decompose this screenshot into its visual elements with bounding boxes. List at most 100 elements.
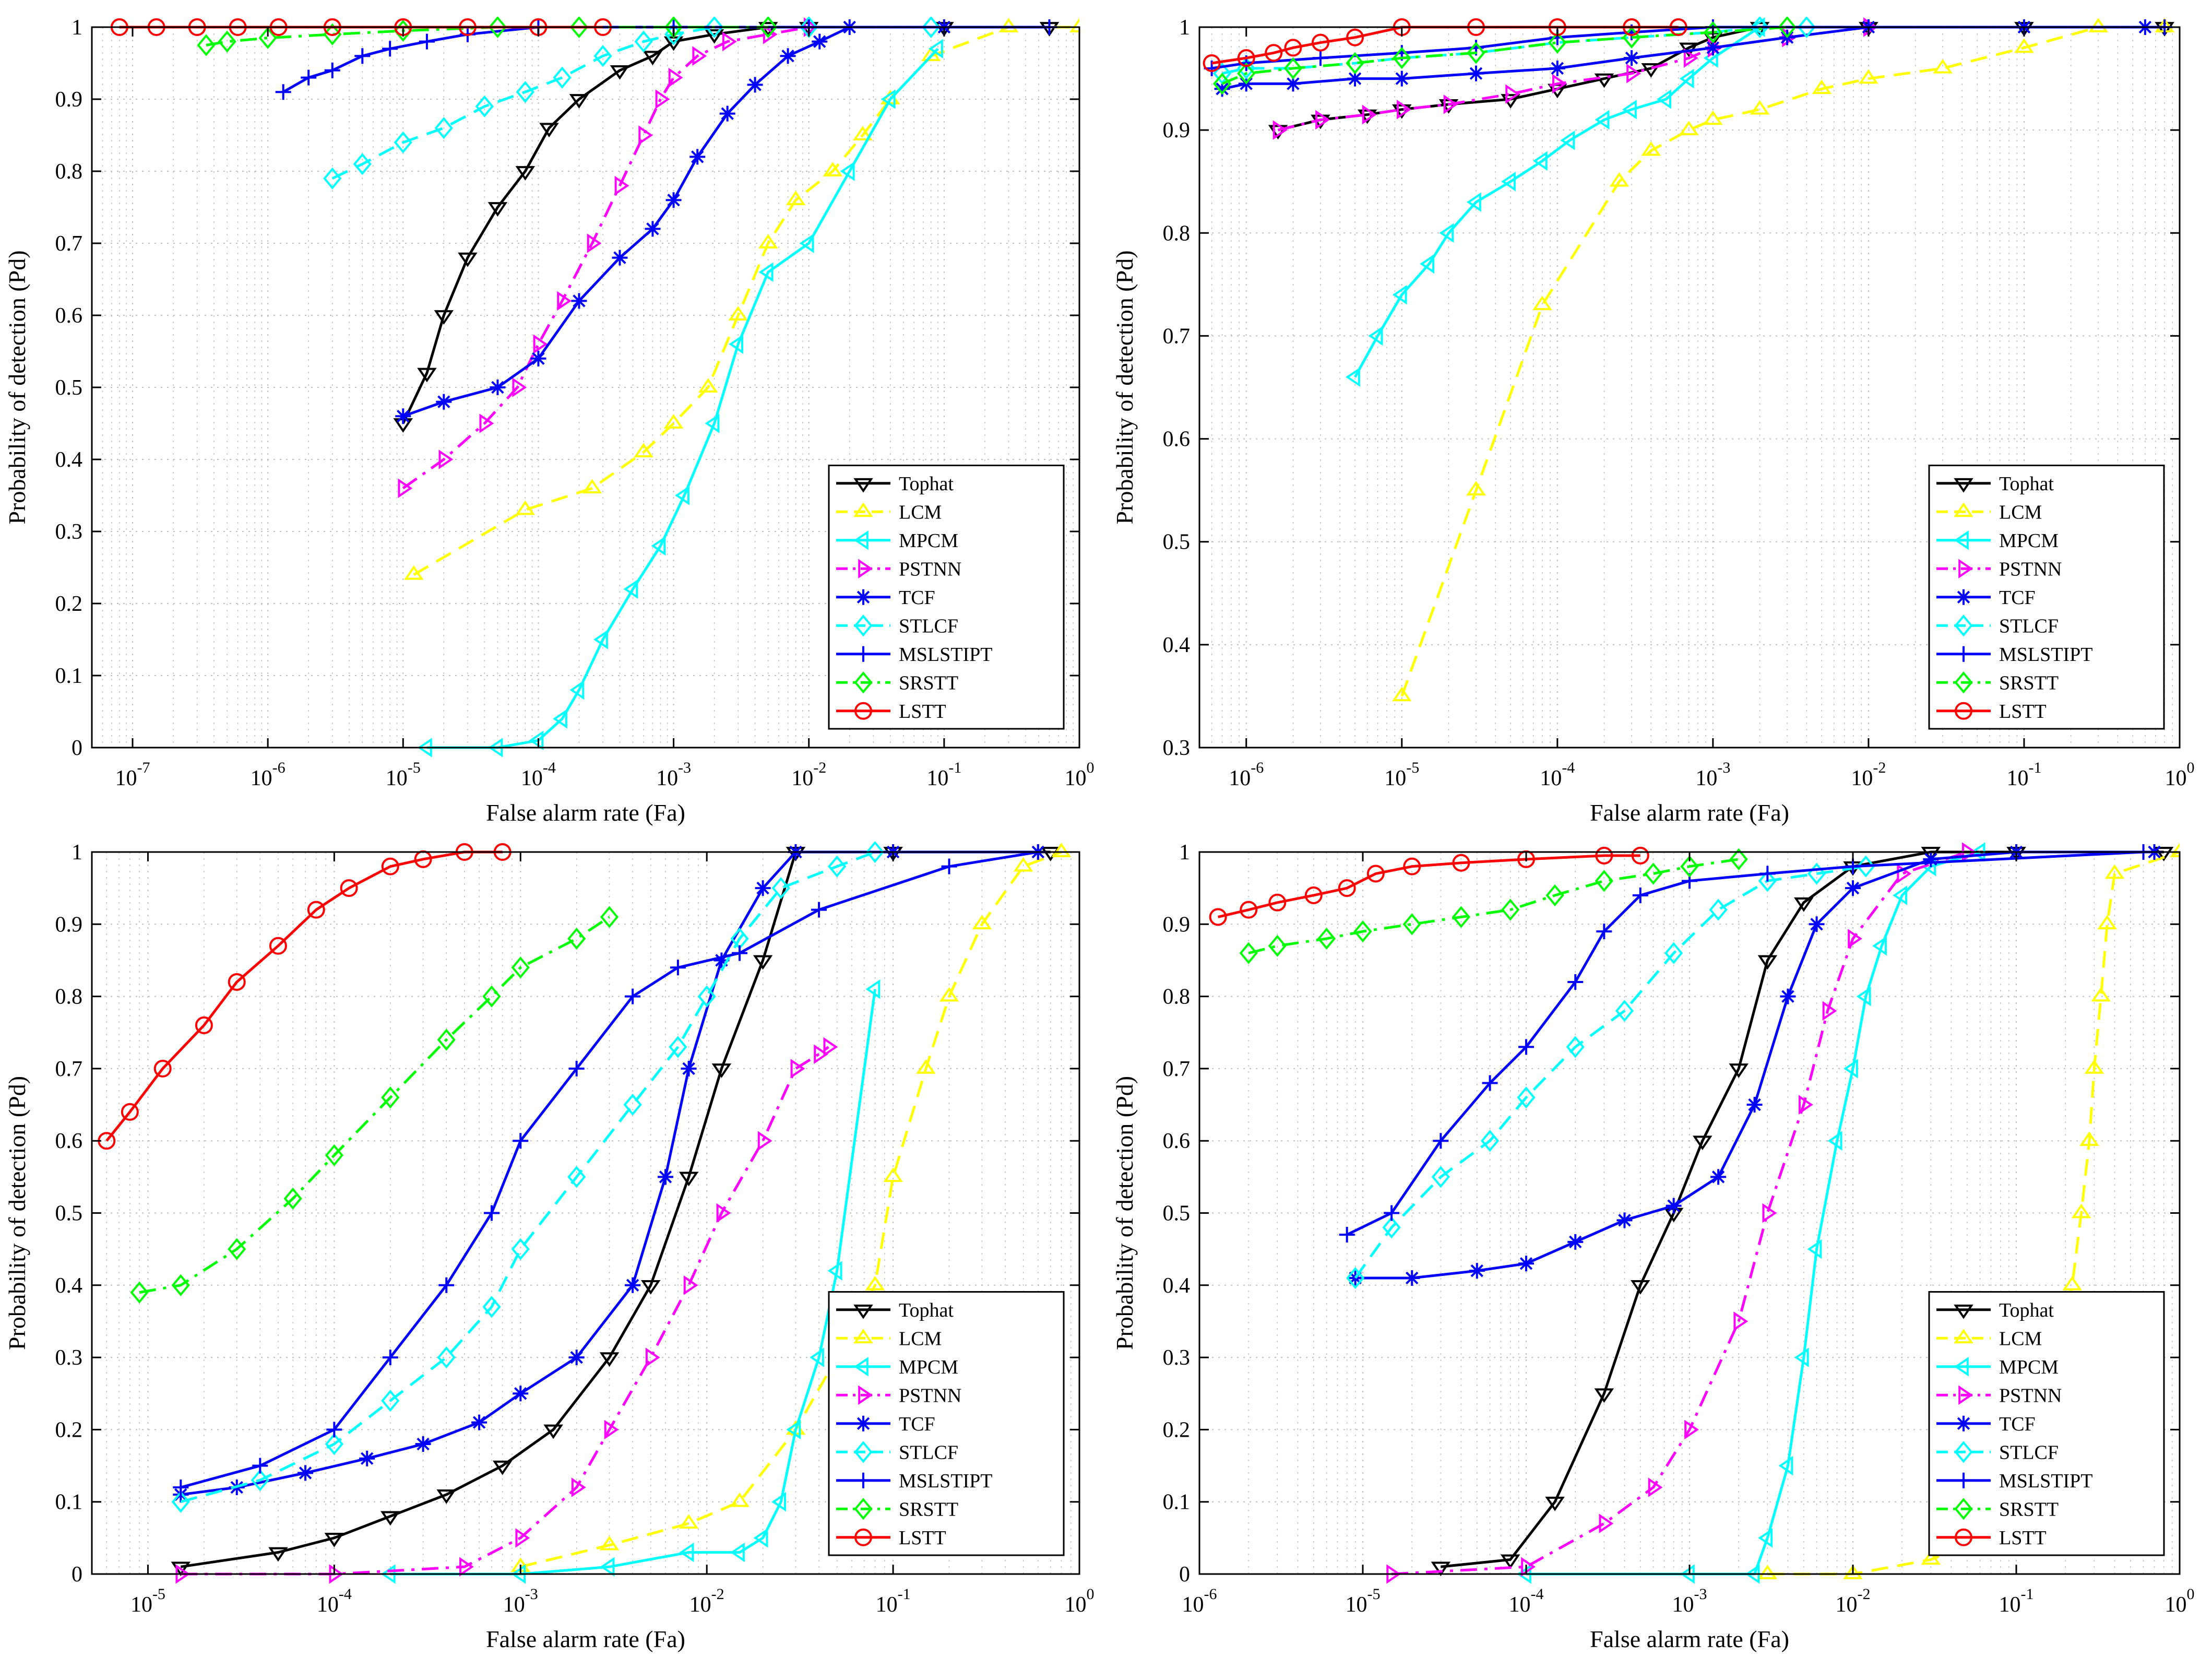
data-point-lstt: [1265, 44, 1283, 62]
data-point-srstt: [323, 23, 342, 45]
data-point-lcm: [2091, 987, 2111, 1002]
data-point-tophat: [1594, 1388, 1614, 1403]
y-tick-label: 0.5: [1163, 1202, 1191, 1226]
x-tick-base: 10: [521, 766, 543, 790]
legend-marker-lstt: [854, 1528, 873, 1546]
y-tick-label: 0.8: [55, 160, 83, 184]
x-tick-label: 10-7: [115, 759, 150, 790]
data-point-pstnn: [1521, 1557, 1536, 1577]
legend-label-srstt: SRSTT: [899, 1498, 958, 1520]
legend-label-srstt: SRSTT: [899, 672, 958, 694]
data-point-mpcm: [810, 1347, 824, 1367]
data-point-tophat: [1594, 73, 1614, 88]
x-tick-exponent: -1: [2028, 759, 2041, 776]
y-tick-label: 0.7: [55, 232, 83, 256]
data-point-srstt: [130, 1281, 149, 1304]
data-point-tcf: [1567, 1234, 1584, 1250]
data-point-tcf: [530, 350, 546, 366]
x-tick-label: 10-4: [1540, 759, 1575, 790]
data-point-mpcm: [1893, 885, 1908, 905]
x-tick-label: 10-1: [1999, 1586, 2034, 1617]
data-point-mpcm: [623, 579, 638, 599]
data-point-tcf: [1710, 1169, 1727, 1185]
y-tick-label: 0.7: [55, 1057, 83, 1081]
data-point-pstnn: [533, 334, 548, 354]
data-point-tophat: [711, 1063, 732, 1078]
data-point-pstnn: [438, 449, 454, 469]
data-point-mslstipt: [811, 902, 827, 918]
data-point-stlcf: [437, 1346, 456, 1369]
y-tick-label: 0.8: [1163, 221, 1191, 245]
data-point-stlcf: [828, 855, 847, 878]
y-tick-label: 0.8: [55, 985, 83, 1009]
x-tick-exponent: -2: [711, 1586, 724, 1603]
data-point-pstnn: [515, 1528, 530, 1548]
x-tick-exponent: 0: [1087, 1586, 1095, 1603]
y-tick-label: 0.5: [55, 1202, 83, 1226]
data-point-mpcm: [569, 680, 585, 700]
x-tick-base: 10: [1065, 766, 1087, 790]
data-point-tcf: [665, 192, 682, 208]
legend-marker-lstt: [1954, 1528, 1973, 1546]
data-point-tcf: [612, 250, 628, 266]
data-point-mpcm: [705, 413, 720, 433]
data-point-lcm: [2062, 1275, 2082, 1291]
data-point-lcm: [1750, 100, 1770, 115]
data-point-stlcf: [1346, 1267, 1365, 1290]
data-point-mslstipt: [1384, 1205, 1400, 1221]
data-point-stlcf: [1857, 855, 1875, 878]
legend-marker-mpcm: [1954, 530, 1969, 550]
x-tick-exponent: -5: [1367, 1586, 1381, 1603]
data-point-mpcm: [1420, 254, 1435, 274]
data-point-mpcm: [1595, 110, 1610, 130]
series-line-stlcf: [1222, 26, 1807, 75]
x-tick-exponent: -4: [543, 759, 556, 776]
x-tick-base: 10: [656, 766, 678, 790]
data-point-mslstipt: [1312, 50, 1328, 66]
data-point-tcf: [513, 1386, 529, 1402]
legend-label-pstnn: PSTNN: [1999, 558, 2062, 580]
y-tick-label: 0.6: [1163, 1129, 1191, 1153]
data-point-lcm: [1392, 687, 1412, 702]
y-tick-label: 0.2: [55, 1418, 83, 1442]
legend-marker-tcf: [1956, 1415, 1971, 1432]
series-line-lcm: [1400, 26, 2165, 697]
legend-marker-tcf: [855, 1415, 871, 1432]
data-point-mpcm: [651, 536, 666, 556]
data-point-stlcf: [623, 1093, 642, 1116]
data-point-mslstipt: [438, 1277, 455, 1293]
legend-label-lstt: LSTT: [899, 1527, 946, 1549]
data-point-lcm: [883, 1167, 903, 1182]
data-point-stlcf: [325, 1433, 343, 1456]
x-tick-exponent: 0: [1087, 759, 1095, 776]
data-point-stlcf: [1797, 17, 1816, 39]
x-tick-exponent: -2: [1873, 759, 1886, 776]
legend-label-tophat: Tophat: [899, 473, 954, 495]
legend-label-mpcm: MPCM: [899, 1356, 958, 1378]
data-point-tcf: [1394, 70, 1410, 87]
data-point-lcm: [1757, 1565, 1778, 1579]
data-point-mslstipt: [275, 84, 291, 100]
data-point-tcf: [1780, 988, 1796, 1004]
data-point-mpcm: [840, 161, 855, 181]
data-point-mpcm: [529, 730, 544, 750]
data-point-stlcf: [381, 1389, 400, 1412]
data-point-lcm: [1921, 1550, 1941, 1565]
legend: Tophat LCM MPCM PSTNN TCF STLCF MSLSTIPT SRSTT L…: [1928, 1291, 2165, 1556]
x-tick-label: 100: [1065, 1586, 1095, 1617]
roc-panel-bottom-right: 10-6 10-5 10-4 10-3 10-2 10-1 10000.10.20.30.4…: [1111, 841, 2195, 1652]
legend-label-lcm: LCM: [899, 501, 942, 523]
data-point-lstt: [1452, 854, 1470, 872]
data-point-tcf: [681, 1060, 697, 1076]
data-point-tcf: [568, 1350, 585, 1366]
data-point-lcm: [2104, 864, 2125, 879]
data-point-mpcm: [730, 1542, 745, 1563]
data-point-lcm: [582, 479, 602, 494]
series-line-lcm: [520, 850, 1062, 1568]
data-point-pstnn: [757, 1131, 772, 1151]
legend-marker-lcm: [1954, 1329, 1973, 1344]
data-point-lcm: [1843, 1565, 1863, 1579]
x-tick-label: 100: [2165, 1586, 2195, 1617]
legend-label-lcm: LCM: [899, 1328, 942, 1350]
